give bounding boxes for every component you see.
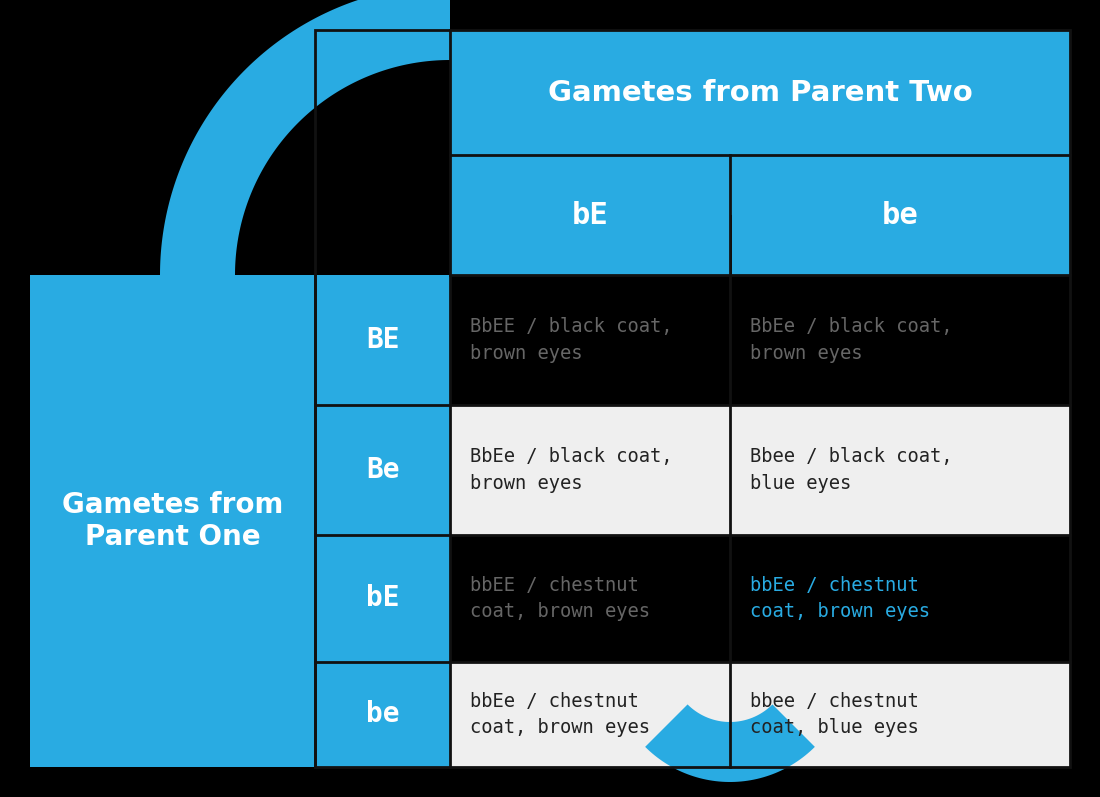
Bar: [730, 662, 1070, 767]
Bar: [315, 275, 450, 405]
Bar: [315, 405, 450, 407]
Text: bE: bE: [365, 584, 399, 613]
Bar: [30, 275, 315, 767]
Polygon shape: [160, 0, 450, 275]
Bar: [315, 662, 450, 767]
Text: bbee / chestnut
coat, blue eyes: bbee / chestnut coat, blue eyes: [750, 692, 918, 737]
Bar: [315, 30, 1070, 767]
Bar: [730, 155, 1070, 275]
Text: Gametes from
Parent One: Gametes from Parent One: [62, 491, 283, 552]
Text: bE: bE: [572, 201, 608, 230]
Bar: [730, 275, 1070, 405]
Text: bbEe / chestnut
coat, brown eyes: bbEe / chestnut coat, brown eyes: [470, 692, 650, 737]
Text: BbEe / black coat,
brown eyes: BbEe / black coat, brown eyes: [750, 317, 953, 363]
Text: bbEE / chestnut
coat, brown eyes: bbEE / chestnut coat, brown eyes: [470, 575, 650, 621]
Bar: [730, 155, 732, 275]
Bar: [315, 535, 450, 537]
Text: Be: Be: [365, 456, 399, 484]
Polygon shape: [645, 705, 815, 782]
Text: BE: BE: [365, 326, 399, 354]
Text: BbEE / black coat,
brown eyes: BbEE / black coat, brown eyes: [470, 317, 672, 363]
Text: be: be: [881, 201, 918, 230]
Text: BbEe / black coat,
brown eyes: BbEe / black coat, brown eyes: [470, 447, 672, 493]
Bar: [450, 275, 730, 405]
Bar: [450, 662, 730, 767]
Bar: [730, 535, 1070, 662]
Bar: [315, 405, 450, 535]
Bar: [450, 155, 730, 275]
Text: bbEe / chestnut
coat, brown eyes: bbEe / chestnut coat, brown eyes: [750, 575, 930, 621]
Polygon shape: [645, 155, 815, 233]
Bar: [315, 535, 450, 662]
Text: Gametes from Parent Two: Gametes from Parent Two: [548, 78, 972, 107]
Text: Bbee / black coat,
blue eyes: Bbee / black coat, blue eyes: [750, 447, 953, 493]
Text: be: be: [365, 701, 399, 728]
Bar: [450, 405, 730, 535]
Bar: [450, 155, 1070, 157]
Bar: [315, 662, 450, 664]
Bar: [730, 405, 1070, 535]
Bar: [450, 30, 1070, 155]
Bar: [450, 535, 730, 662]
